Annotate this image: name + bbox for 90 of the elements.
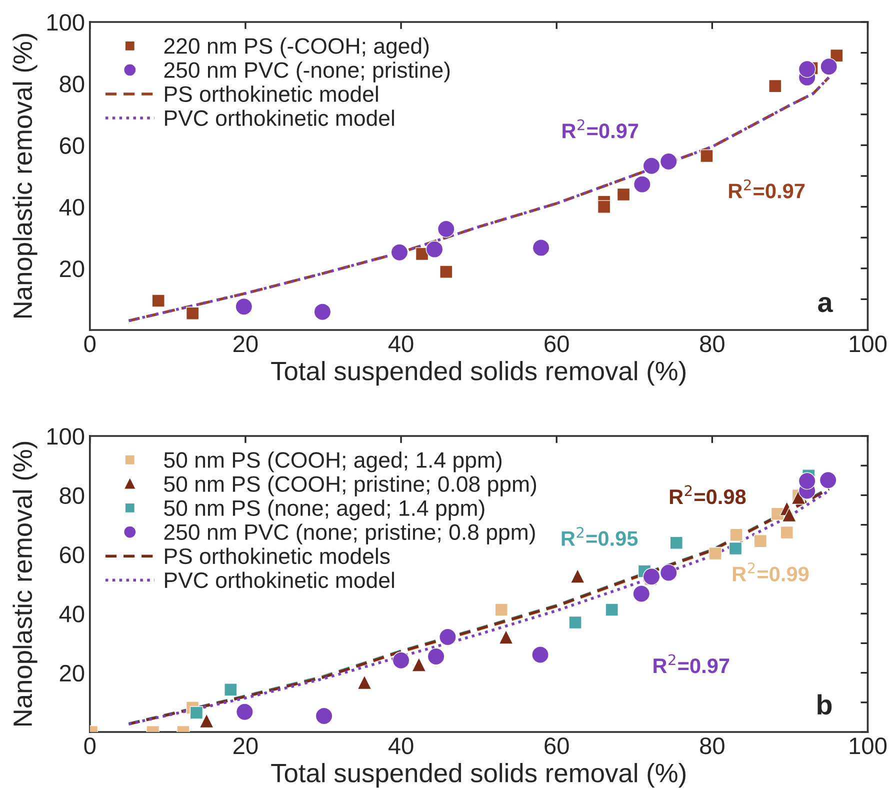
- legend-label: PVC orthokinetic model: [165, 110, 394, 126]
- point: [642, 157, 660, 175]
- point: [597, 200, 611, 214]
- y-tick-label: 20: [60, 664, 84, 682]
- point: [708, 546, 722, 560]
- point: [494, 603, 508, 616]
- x-tick-label: 100: [850, 737, 887, 754]
- point: [660, 152, 678, 170]
- point: [700, 149, 714, 163]
- point: [315, 707, 333, 725]
- y-tick-label: 80: [60, 487, 84, 504]
- y-tick-label: 100: [47, 14, 84, 31]
- annotation: R$^{2}$=0.97: [654, 654, 730, 674]
- point: [642, 568, 660, 586]
- legend-label: PVC orthokinetic model: [165, 572, 394, 588]
- x-tick-label: 0: [84, 737, 96, 754]
- point: [730, 528, 743, 542]
- x-tick-label: 80: [700, 737, 724, 754]
- point: [152, 294, 165, 308]
- point: [728, 542, 742, 556]
- point: [532, 646, 549, 664]
- annotation: R$^{2}$=0.97: [729, 179, 805, 198]
- point: [798, 472, 816, 490]
- legend-label: 250 nm PVC (-none; pristine): [164, 62, 450, 82]
- annotation: R$^{2}$=0.99: [732, 562, 809, 582]
- point: [670, 536, 683, 550]
- point: [190, 706, 204, 720]
- point: [426, 240, 444, 258]
- point: [819, 471, 837, 489]
- point: [568, 616, 582, 630]
- legend-label: 220 nm PS (-COOH; aged): [164, 38, 429, 58]
- legend-label: PS orthokinetic model: [165, 86, 378, 102]
- point: [392, 652, 410, 670]
- point: [186, 306, 200, 320]
- point: [570, 568, 585, 584]
- point: [605, 603, 618, 616]
- point: [440, 265, 453, 278]
- annotation: R$^{2}$=0.97: [562, 119, 638, 138]
- x-tick-label: 0: [84, 335, 96, 352]
- y-axis-title: Nanoplastic removal (%): [12, 34, 38, 318]
- y-tick-label: 80: [60, 76, 84, 92]
- point: [498, 630, 514, 644]
- point: [357, 674, 372, 690]
- x-axis-title: Total suspended solids removal (%): [271, 361, 686, 386]
- y-tick-label: 40: [59, 198, 84, 216]
- point: [199, 713, 214, 728]
- legend-label: PS orthokinetic models: [165, 548, 390, 564]
- x-tick-label: 60: [544, 737, 569, 754]
- legend-label: 50 nm PS (COOH; pristine; 0.08 ppm): [164, 476, 536, 496]
- point: [427, 648, 445, 666]
- point: [224, 683, 238, 696]
- point: [437, 220, 455, 238]
- point: [235, 298, 253, 316]
- x-tick-label: 100: [850, 335, 887, 352]
- y-tick-label: 100: [47, 428, 84, 445]
- x-tick-label: 40: [388, 737, 414, 754]
- point: [754, 534, 768, 548]
- point: [768, 79, 782, 93]
- point: [390, 244, 408, 262]
- legend-label: 250 nm PVC (none; pristine; 0.8 ppm): [164, 524, 535, 544]
- x-tick-label: 60: [544, 335, 569, 352]
- y-tick-label: 40: [59, 606, 84, 622]
- point: [236, 703, 254, 721]
- point: [782, 507, 796, 522]
- y-tick-label: 60: [60, 546, 84, 564]
- annotation: R$^{2}$=0.98: [670, 485, 746, 504]
- point: [780, 526, 794, 540]
- point: [798, 60, 816, 78]
- legend-label: 50 nm PS (COOH; aged; 1.4 ppm): [164, 452, 502, 472]
- y-axis-title: Nanoplastic removal (%): [12, 442, 38, 726]
- x-axis-title: Total suspended solids removal (%): [271, 763, 686, 788]
- point: [532, 239, 550, 256]
- point: [314, 303, 332, 321]
- x-tick-label: 40: [388, 335, 414, 352]
- point: [439, 628, 456, 646]
- point: [820, 58, 838, 76]
- legend-label: 50 nm PS (none; aged; 1.4 ppm): [164, 500, 484, 520]
- x-tick-label: 80: [700, 335, 724, 352]
- y-tick-label: 20: [60, 260, 84, 278]
- point: [660, 564, 678, 582]
- point: [633, 176, 651, 193]
- text: a: [818, 296, 833, 312]
- point: [632, 585, 650, 602]
- annotation: R$^{2}$=0.95: [562, 526, 638, 546]
- x-tick-label: 20: [234, 737, 258, 754]
- y-tick-label: 60: [60, 137, 84, 154]
- text: b: [818, 694, 832, 715]
- point: [412, 657, 426, 672]
- point: [616, 188, 630, 202]
- x-tick-label: 20: [234, 335, 258, 352]
